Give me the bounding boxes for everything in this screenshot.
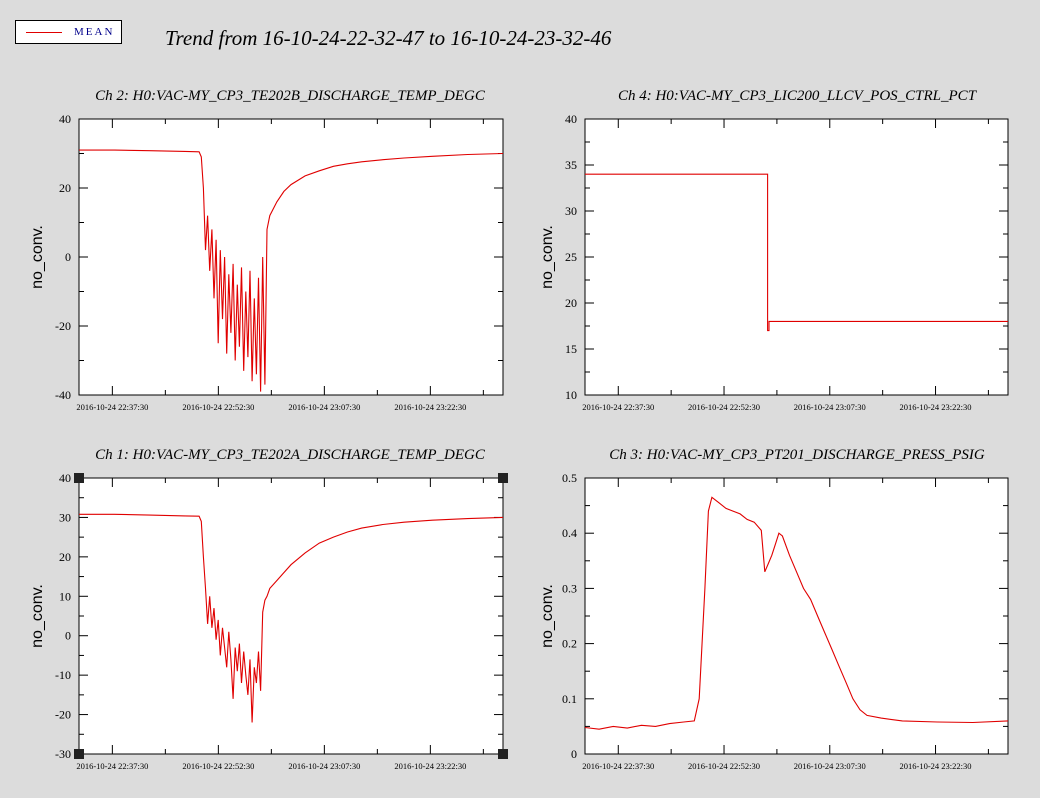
x-tick-label-3-2: 2016-10-24 23:07:30	[794, 761, 866, 771]
selection-handle-3	[498, 749, 508, 759]
y-tick-label-1-6: 10	[565, 388, 577, 402]
y-tick-label-2-0: 40	[59, 471, 71, 485]
legend-line-swatch	[26, 32, 62, 33]
x-tick-label-2-1: 2016-10-24 22:52:30	[182, 761, 254, 771]
x-tick-label-3-3: 2016-10-24 23:22:30	[900, 761, 972, 771]
y-tick-label-3-2: 0.3	[562, 581, 577, 595]
y-axis-label-2: no_conv.	[29, 584, 46, 648]
selection-handle-0	[74, 473, 84, 483]
plot-title-3: Ch 3: H0:VAC-MY_CP3_PT201_DISCHARGE_PRES…	[609, 447, 985, 463]
y-tick-label-0-4: -40	[55, 388, 71, 402]
x-tick-label-1-1: 2016-10-24 22:52:30	[688, 402, 760, 412]
plot-title-0: Ch 2: H0:VAC-MY_CP3_TE202B_DISCHARGE_TEM…	[95, 88, 486, 104]
x-tick-label-0-0: 2016-10-24 22:37:30	[76, 402, 148, 412]
y-tick-label-3-5: 0	[571, 747, 577, 761]
x-tick-label-1-3: 2016-10-24 23:22:30	[900, 402, 972, 412]
x-tick-label-0-1: 2016-10-24 22:52:30	[182, 402, 254, 412]
x-tick-label-0-3: 2016-10-24 23:22:30	[394, 402, 466, 412]
y-tick-label-1-1: 35	[565, 158, 577, 172]
y-tick-label-1-5: 15	[565, 342, 577, 356]
y-axis-label-3: no_conv.	[539, 584, 556, 648]
plot-title-2: Ch 1: H0:VAC-MY_CP3_TE202A_DISCHARGE_TEM…	[95, 447, 486, 463]
selection-handle-1	[498, 473, 508, 483]
plot-area-3	[584, 477, 1009, 755]
y-tick-label-2-2: 20	[59, 550, 71, 564]
y-tick-label-3-1: 0.4	[562, 526, 577, 540]
x-tick-label-2-0: 2016-10-24 22:37:30	[76, 761, 148, 771]
main-title: Trend from 16-10-24-22-32-47 to 16-10-24…	[165, 26, 612, 50]
y-tick-label-2-3: 10	[59, 589, 71, 603]
series-line-2-0	[79, 513, 504, 723]
x-tick-label-2-2: 2016-10-24 23:07:30	[288, 761, 360, 771]
y-tick-label-2-5: -10	[55, 668, 71, 682]
y-tick-label-2-4: 0	[65, 629, 71, 643]
x-tick-label-1-0: 2016-10-24 22:37:30	[582, 402, 654, 412]
y-tick-label-0-3: -20	[55, 319, 71, 333]
x-tick-label-3-0: 2016-10-24 22:37:30	[582, 761, 654, 771]
x-tick-label-2-3: 2016-10-24 23:22:30	[394, 761, 466, 771]
x-tick-label-0-2: 2016-10-24 23:07:30	[288, 402, 360, 412]
series-line-1-0	[585, 173, 1008, 332]
plot-area-1	[584, 118, 1009, 396]
selection-handle-2	[74, 749, 84, 759]
y-tick-label-2-6: -20	[55, 708, 71, 722]
y-tick-label-1-2: 30	[565, 204, 577, 218]
y-axis-label-0: no_conv.	[29, 225, 46, 289]
y-tick-label-0-1: 20	[59, 181, 71, 195]
x-tick-label-3-1: 2016-10-24 22:52:30	[688, 761, 760, 771]
plot-area-2	[78, 477, 504, 755]
y-axis-label-1: no_conv.	[539, 225, 556, 289]
series-line-0-0	[79, 149, 504, 392]
plot-title-1: Ch 4: H0:VAC-MY_CP3_LIC200_LLCV_POS_CTRL…	[618, 88, 978, 104]
y-tick-label-2-1: 30	[59, 510, 71, 524]
x-tick-label-1-2: 2016-10-24 23:07:30	[794, 402, 866, 412]
y-tick-label-1-3: 25	[565, 250, 577, 264]
y-tick-label-2-7: -30	[55, 747, 71, 761]
y-tick-label-0-2: 0	[65, 250, 71, 264]
y-tick-label-1-0: 40	[565, 112, 577, 126]
legend-label: MEAN	[74, 26, 115, 38]
y-tick-label-3-0: 0.5	[562, 471, 577, 485]
y-tick-label-0-0: 40	[59, 112, 71, 126]
plot-area-0	[78, 118, 504, 396]
series-line-3-0	[584, 496, 1009, 730]
y-tick-label-3-3: 0.2	[562, 637, 577, 651]
y-tick-label-3-4: 0.1	[562, 692, 577, 706]
y-tick-label-1-4: 20	[565, 296, 577, 310]
legend-box: MEAN	[15, 20, 122, 44]
